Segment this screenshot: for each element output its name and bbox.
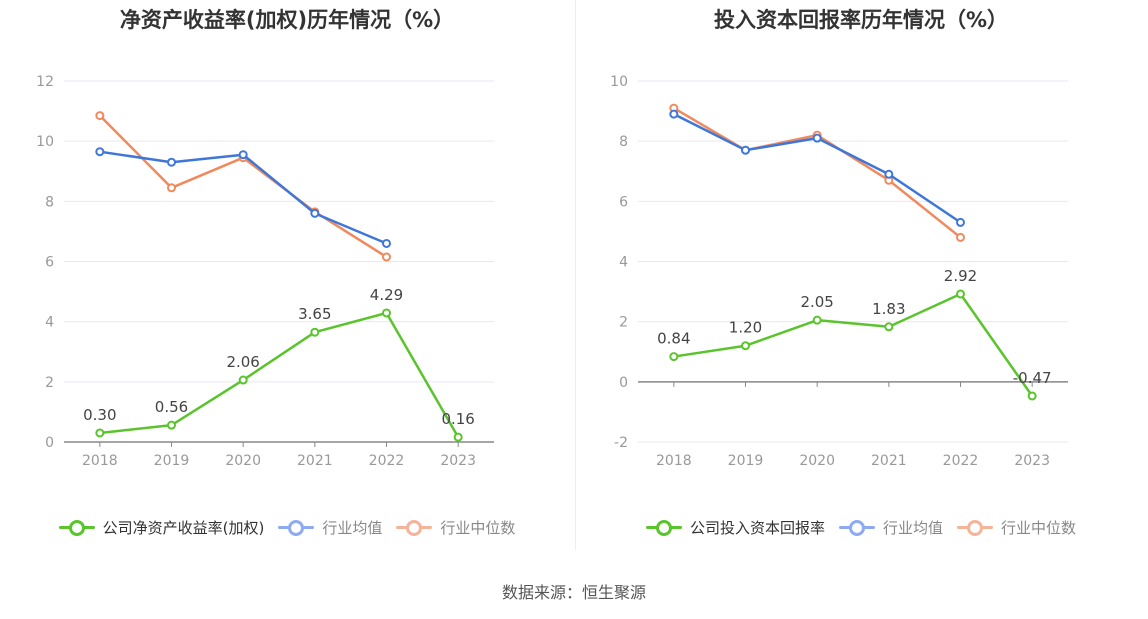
- chart-title: 净资产收益率(加权)历年情况（%）: [119, 8, 455, 32]
- roe-line-chart: 0 2 4 6 8 10 12 2018 2019 2020 2021 2022 2023 0.30 0.5…: [36, 74, 494, 469]
- legend-marker-industry-avg: [278, 519, 315, 536]
- legend-marker-industry-avg: [838, 519, 875, 536]
- legend-marker-company: [645, 519, 682, 536]
- data-label: 0.30: [83, 406, 116, 424]
- industry-median-series-point: [956, 232, 965, 242]
- industry-avg-series-line: [673, 112, 962, 224]
- legend-marker-industry-median: [957, 519, 993, 536]
- y-tick-label: 2: [45, 375, 54, 391]
- roic-line-chart: -2 0 2 4 6 8 10 2018 2019 2020 2021 2022 2023 0.84 1.2…: [610, 74, 1068, 469]
- legend-item-company[interactable]: 公司净资产收益率(加权): [58, 517, 265, 538]
- company-series-point: [453, 432, 463, 442]
- legend-item-industry-median[interactable]: 行业中位数: [957, 517, 1076, 538]
- industry-median-series-point: [382, 252, 391, 262]
- y-tick-label: 12: [36, 74, 54, 90]
- legend-item-company[interactable]: 公司投入资本回报率: [645, 517, 825, 538]
- y-tick-label: 0: [45, 435, 54, 451]
- panel-divider: [575, 0, 576, 550]
- data-label: 1.20: [729, 319, 762, 337]
- x-tick-label: 2019: [154, 453, 190, 469]
- legend-item-industry-avg[interactable]: 行业均值: [278, 517, 382, 538]
- company-series-point: [167, 420, 176, 430]
- y-tick-label: 6: [45, 255, 54, 271]
- company-series-point: [956, 289, 965, 299]
- industry-median-series-point: [167, 183, 176, 193]
- y-tick-label: 8: [45, 194, 54, 210]
- y-tick-label: 4: [619, 255, 628, 271]
- chart-legend: 公司净资产收益率(加权) 行业均值 行业中位数: [0, 517, 574, 538]
- industry-avg-series-point: [741, 145, 750, 155]
- data-label: 0.16: [441, 410, 474, 428]
- legend-item-industry-avg[interactable]: 行业均值: [838, 517, 943, 538]
- legend-marker-company: [58, 519, 95, 536]
- data-label: -0.47: [1013, 369, 1052, 387]
- roe-chart-panel: 净资产收益率(加权)历年情况（%） 0 2 4 6 8 10 12 2018 2019 2020 2…: [0, 0, 574, 560]
- legend-item-industry-median[interactable]: 行业中位数: [396, 517, 515, 538]
- x-tick-label: 2019: [728, 453, 764, 469]
- company-series-point: [310, 327, 320, 337]
- y-tick-label: 8: [619, 134, 628, 150]
- legend-label-industry-median: 行业中位数: [440, 519, 516, 537]
- data-source-note: 数据来源：恒生聚源: [501, 583, 646, 602]
- x-tick-label: 2021: [871, 453, 907, 469]
- roic-chart-panel: 投入资本回报率历年情况（%） -2 0 2 4 6 8 10 2018 2019 2020 2021…: [574, 0, 1148, 560]
- x-tick-label: 2022: [943, 453, 979, 469]
- chart-legend: 公司投入资本回报率 行业均值 行业中位数: [574, 517, 1148, 538]
- data-label: 3.65: [298, 305, 331, 323]
- y-tick-label: 0: [619, 375, 628, 391]
- industry-median-series-point: [95, 111, 105, 121]
- company-series-point: [1027, 391, 1037, 401]
- industry-median-series-line: [98, 114, 388, 259]
- company-series-point: [95, 428, 105, 438]
- data-label: 2.05: [800, 293, 833, 311]
- company-series-point: [812, 315, 822, 325]
- legend-label-industry-avg: 行业均值: [322, 519, 383, 537]
- x-tick-label: 2018: [656, 453, 692, 469]
- data-label: 2.92: [944, 267, 977, 285]
- data-label: 4.29: [370, 286, 403, 304]
- x-tick-label: 2020: [225, 453, 261, 469]
- industry-avg-series-point: [956, 217, 965, 227]
- legend-label-industry-avg: 行业均值: [882, 519, 943, 537]
- industry-avg-series-point: [167, 157, 176, 167]
- y-tick-label: 10: [36, 134, 54, 150]
- legend-label-industry-median: 行业中位数: [1001, 519, 1077, 537]
- data-label: 2.06: [226, 353, 259, 371]
- x-tick-label: 2022: [369, 453, 405, 469]
- y-tick-label: 10: [610, 74, 628, 90]
- legend-label-company: 公司净资产收益率(加权): [102, 519, 265, 537]
- industry-avg-series-point: [812, 133, 822, 143]
- x-tick-label: 2018: [82, 453, 118, 469]
- industry-avg-series-point: [95, 147, 105, 157]
- industry-avg-series-point: [382, 238, 391, 248]
- x-tick-label: 2023: [440, 453, 476, 469]
- legend-marker-industry-median: [396, 519, 433, 536]
- chart-title: 投入资本回报率历年情况（%）: [713, 8, 1009, 32]
- industry-avg-series-point: [310, 208, 320, 218]
- y-tick-label: 4: [45, 315, 54, 331]
- company-series-line: [99, 311, 460, 438]
- industry-avg-series-point: [238, 150, 248, 160]
- company-series-point: [884, 322, 894, 332]
- industry-median-series-line: [673, 106, 962, 239]
- industry-avg-series-point: [669, 109, 679, 119]
- y-tick-label: 6: [619, 194, 628, 210]
- company-series-point: [382, 308, 391, 318]
- industry-avg-series-point: [884, 169, 894, 179]
- x-tick-label: 2020: [799, 453, 835, 469]
- x-tick-label: 2021: [297, 453, 333, 469]
- company-series-point: [741, 341, 750, 351]
- legend-label-company: 公司投入资本回报率: [689, 519, 825, 537]
- data-label: 1.83: [872, 300, 905, 318]
- x-tick-label: 2023: [1014, 453, 1050, 469]
- data-label: 0.56: [155, 398, 188, 416]
- y-tick-label: -2: [614, 435, 628, 451]
- company-series-line: [673, 292, 1034, 397]
- y-tick-label: 2: [619, 315, 628, 331]
- data-label: 0.84: [657, 330, 690, 348]
- company-series-point: [669, 352, 679, 362]
- company-series-point: [238, 375, 248, 385]
